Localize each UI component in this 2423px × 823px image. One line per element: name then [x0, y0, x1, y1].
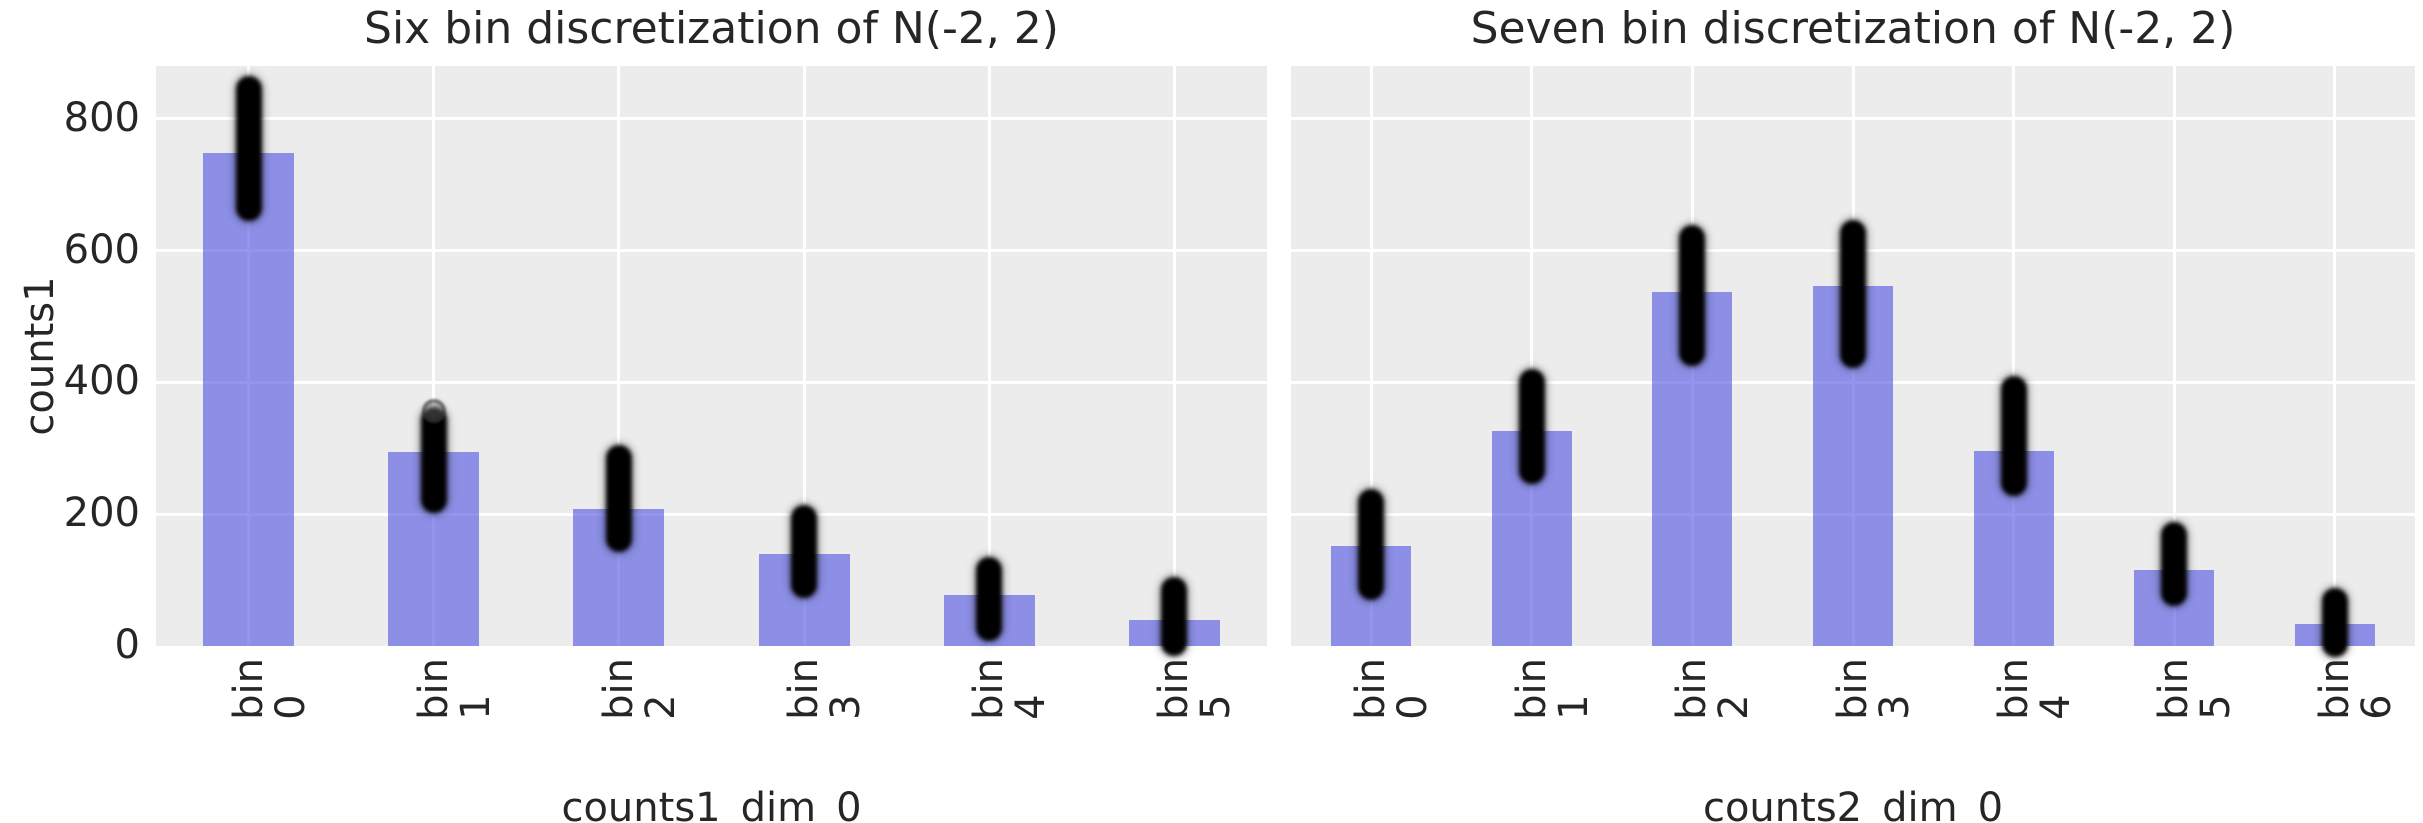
- scatter-pill-bin-4: [2000, 376, 2027, 497]
- gridline-vertical: [987, 66, 991, 646]
- scatter-pill-bin-0: [1358, 489, 1385, 600]
- bar-bin-0: [203, 153, 295, 646]
- scatter-pill-bin-4: [976, 557, 1003, 641]
- x-tick-label-bin-6: bin 6: [2311, 658, 2400, 720]
- gridline-horizontal: [156, 512, 1267, 516]
- y-tick-label: 400: [63, 358, 140, 405]
- y-tick-label: 0: [114, 622, 140, 669]
- gridline-horizontal: [156, 249, 1267, 253]
- x-tick-label-bin-3: bin 3: [781, 658, 870, 720]
- scatter-pill-bin-5: [1161, 577, 1188, 656]
- gridline-vertical: [1369, 66, 1373, 646]
- scatter-pill-bin-0: [235, 76, 262, 221]
- gridline-vertical: [802, 66, 806, 646]
- scatter-pill-bin-2: [1679, 224, 1706, 366]
- scatter-pill-bin-2: [605, 445, 632, 552]
- scatter-pill-bin-1: [1518, 369, 1545, 485]
- x-tick-label-bin-0: bin 0: [225, 658, 314, 720]
- scatter-pill-bin-3: [791, 504, 818, 599]
- gridline-vertical: [1172, 66, 1176, 646]
- x-axis-label: counts2_dim_0: [1702, 785, 2004, 823]
- subplot-seven-bin: Seven bin discretization of N(-2, 2) cou…: [1291, 4, 2415, 823]
- gridline-vertical: [2172, 66, 2176, 646]
- x-tick-label-bin-2: bin 2: [1669, 658, 1758, 720]
- x-axis-label: counts1_dim_0: [561, 785, 862, 823]
- scatter-pill-bin-6: [2321, 588, 2348, 657]
- x-tick-label-bin-0: bin 0: [1348, 658, 1437, 720]
- scatter-pill-bin-5: [2161, 522, 2188, 607]
- scatter-pill-bin-3: [1840, 219, 1866, 368]
- y-tick-label: 600: [63, 226, 140, 273]
- x-tick-label-bin-2: bin 2: [595, 658, 684, 720]
- plot-title: Six bin discretization of N(-2, 2): [364, 3, 1059, 54]
- gridline-horizontal: [156, 117, 1267, 121]
- gridline-horizontal: [156, 380, 1267, 384]
- x-tick-label-bin-1: bin 1: [1508, 658, 1597, 720]
- gridline-vertical: [2012, 66, 2016, 646]
- plot-area: [156, 66, 1267, 646]
- x-tick-label-bin-4: bin 4: [966, 658, 1055, 720]
- gridline-vertical: [617, 66, 621, 646]
- x-tick-label-bin-5: bin 5: [2151, 658, 2240, 720]
- y-axis-label: counts1: [17, 276, 63, 436]
- y-tick-label: 200: [63, 490, 140, 537]
- x-tick-label-bin-4: bin 4: [1990, 658, 2079, 720]
- scatter-pill-bin-1: [420, 407, 447, 513]
- gridline-vertical: [2333, 66, 2337, 646]
- subplot-six-bin: Six bin discretization of N(-2, 2) count…: [17, 4, 1267, 823]
- scatter-outlier-dot: [421, 398, 446, 423]
- gridline-vertical: [432, 66, 436, 646]
- plot-title: Seven bin discretization of N(-2, 2): [1470, 3, 2236, 54]
- y-tick-label: 800: [63, 95, 140, 142]
- x-tick-label-bin-1: bin 1: [410, 658, 499, 720]
- gridline-vertical: [1530, 66, 1534, 646]
- x-tick-label-bin-3: bin 3: [1830, 658, 1918, 720]
- x-tick-label-bin-5: bin 5: [1151, 658, 1240, 720]
